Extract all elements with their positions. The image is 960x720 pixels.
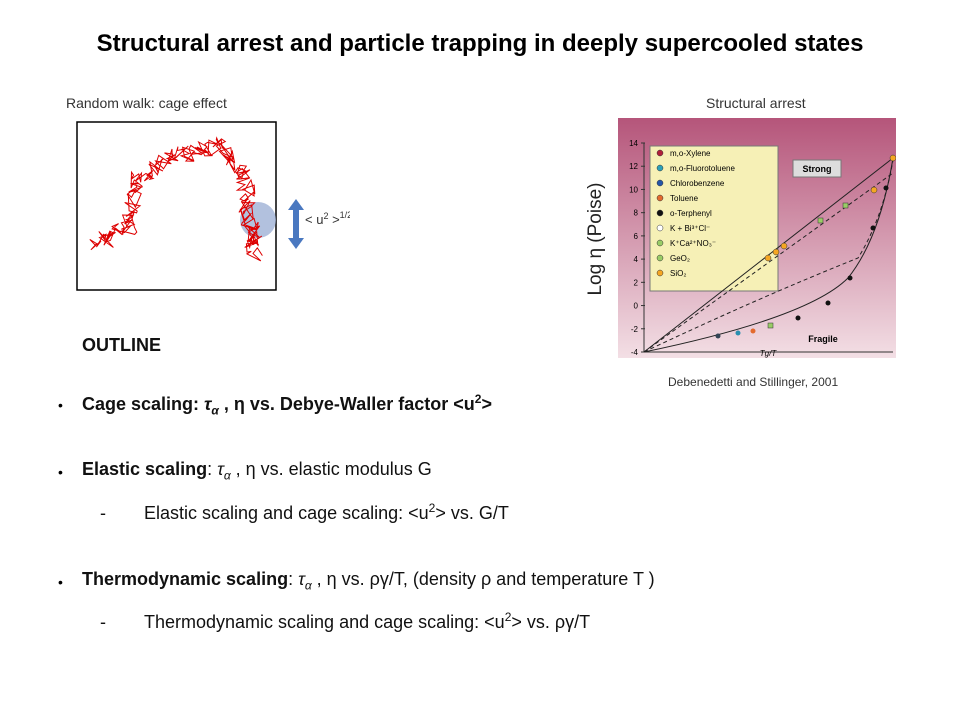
outline-item: Thermodynamic scaling: τα , η vs. ργ/T, …: [82, 569, 655, 593]
right-caption: Structural arrest: [706, 95, 806, 111]
legend-marker: [656, 194, 664, 202]
left-caption: Random walk: cage effect: [66, 95, 227, 111]
fragile-label: Fragile: [808, 334, 838, 344]
outline-item: Cage scaling: τα , η vs. Debye-Waller fa…: [82, 392, 492, 418]
outline-heading: OUTLINE: [82, 335, 161, 355]
legend-marker: [656, 239, 664, 247]
double-arrow: [288, 199, 304, 249]
bullet: •: [58, 397, 63, 413]
tick-label: 0: [634, 302, 639, 311]
tick-label: 2: [634, 278, 639, 287]
slide-title: Structural arrest and particle trapping …: [96, 30, 864, 57]
legend-marker: [656, 224, 664, 232]
legend-label: Toluene: [670, 194, 699, 203]
strong-box: [792, 159, 842, 178]
random-walk: < u2 >1/2: [76, 121, 350, 291]
legend-box: [649, 145, 779, 292]
legend-label: m,o-Fluorotoluene: [670, 164, 735, 173]
y-axis-label: Log η (Poise): [585, 182, 606, 296]
legend-marker: [656, 164, 664, 172]
tick-label: -4: [631, 348, 639, 357]
data-points: [715, 154, 896, 339]
legend-marker: [656, 179, 664, 187]
legend-marker: [656, 149, 664, 157]
legend-label: Chlorobenzene: [670, 179, 725, 188]
legend-label: K⁺Ca²⁺NO₃⁻: [670, 239, 716, 248]
legend-label: K + Bi³⁺Cl⁻: [670, 224, 710, 233]
tick-label: -2: [631, 325, 639, 334]
outline-item: Elastic scaling: τα , η vs. elastic modu…: [82, 459, 432, 483]
tick-label: 6: [634, 232, 639, 241]
tick-label: 14: [629, 139, 638, 148]
outline-subitem: - Elastic scaling and cage scaling: <u2> …: [100, 501, 509, 523]
legend-label: m,o-Xylene: [670, 149, 711, 158]
legend-marker: [656, 254, 664, 262]
walk-frame: [76, 121, 277, 291]
tick-label: 4: [634, 255, 639, 264]
legend-marker: [656, 269, 664, 277]
x-axis-label: Tg/T: [760, 349, 778, 358]
legend-label: GeO₂: [670, 254, 690, 263]
figure-credit: Debenedetti and Stillinger, 2001: [668, 375, 839, 389]
walk-path: [89, 136, 263, 262]
legend-marker: [656, 209, 664, 217]
strong-label: Strong: [803, 164, 832, 174]
tick-label: 10: [629, 185, 638, 194]
legend-label: o-Terphenyl: [670, 209, 712, 218]
outline-subitem: - Thermodynamic scaling and cage scaling:…: [100, 610, 591, 632]
bullet: •: [58, 464, 63, 480]
legend-label: SiO₂: [670, 269, 686, 278]
bullet: •: [58, 574, 63, 590]
tick-label: 8: [634, 209, 639, 218]
angell-figure: 14 12 10 8 6 4 2 0 -2 -4 m,o-Xylene m,o-Fluorotolu…: [618, 118, 896, 358]
tick-label: 12: [629, 162, 638, 171]
rms-label: < u2 >1/2: [305, 210, 350, 227]
